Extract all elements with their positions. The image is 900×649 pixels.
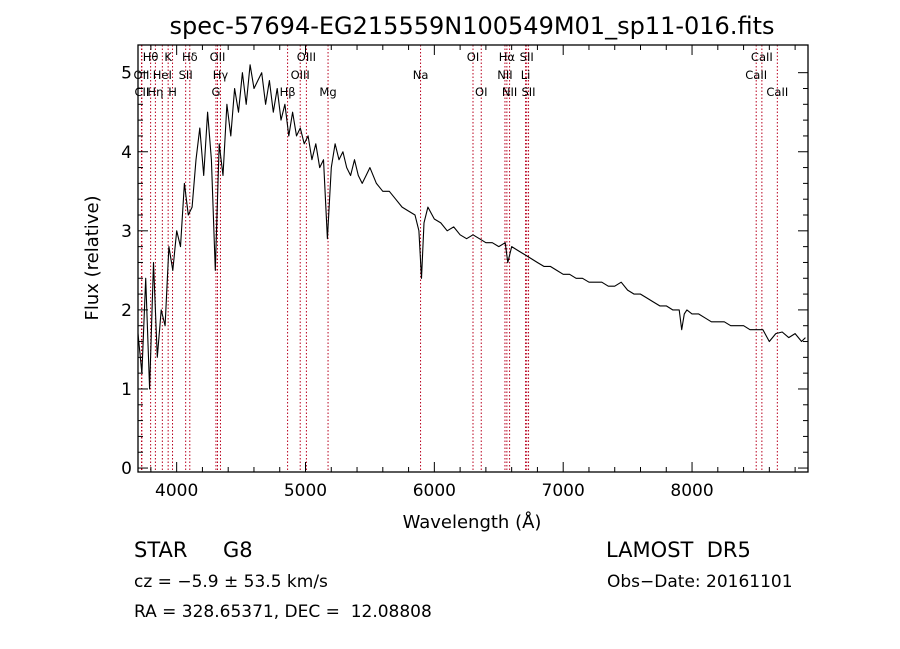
redshift-velocity-label: cz = −5.9 ± 53.5 km/s (134, 572, 328, 592)
chart-title: spec-57694-EG215559N100549M01_sp11-016.f… (170, 12, 775, 40)
line-marker-label: H (168, 85, 177, 99)
line-marker-label: SII (521, 85, 535, 99)
x-axis-label: Wavelength (Å) (403, 511, 542, 533)
coordinates-label: RA = 328.65371, DEC = 12.08808 (134, 602, 432, 622)
line-marker-label: NII (497, 68, 512, 82)
line-marker-label: Li (521, 68, 531, 82)
spectral-line-markers (140, 45, 778, 472)
y-tick-label: 0 (121, 459, 132, 479)
line-marker-label: SII (179, 68, 193, 82)
line-marker-label: OIII (297, 50, 316, 64)
line-marker-label: OI (475, 85, 487, 99)
line-marker-label: OII (134, 68, 150, 82)
plot-frame (137, 44, 809, 473)
line-marker-label: Mg (319, 85, 336, 99)
line-marker-label: CaII (745, 68, 767, 82)
line-marker-label: K (164, 50, 172, 64)
survey-label: LAMOST DR5 (606, 538, 751, 562)
x-tick-label: 8000 (670, 481, 713, 501)
y-tick-label: 4 (121, 143, 132, 163)
y-tick-label: 5 (121, 64, 132, 84)
spectrum-line (137, 64, 806, 390)
line-marker-label: OI (467, 50, 479, 64)
x-tick-label: 6000 (413, 481, 456, 501)
y-tick-label: 2 (121, 301, 132, 321)
line-marker-label: SII (520, 50, 534, 64)
x-tick-label: 5000 (284, 481, 327, 501)
x-tick-label: 4000 (155, 481, 198, 501)
line-marker-label: NII (502, 85, 517, 99)
line-marker-label: Hβ (280, 85, 296, 99)
object-class-label: STAR (134, 538, 188, 562)
y-tick-label: 1 (121, 380, 132, 400)
y-axis-label: Flux (relative) (82, 195, 103, 320)
line-marker-label: Hγ (213, 68, 229, 82)
line-marker-label: HeI (153, 68, 172, 82)
line-marker-label: OIII (291, 68, 310, 82)
line-marker-label: CaII (766, 85, 788, 99)
y-axis: 0 1 2 3 4 5 (121, 64, 808, 479)
line-marker-label: Na (413, 68, 429, 82)
line-marker-label: OII (210, 50, 226, 64)
x-tick-label: 7000 (542, 481, 585, 501)
x-axis: 4000 5000 6000 7000 8000 (150, 45, 796, 501)
subclass-label: G8 (223, 538, 253, 562)
observation-date-label: Obs−Date: 20161101 (607, 572, 793, 592)
line-marker-label: Hα (499, 50, 516, 64)
y-tick-label: 3 (121, 222, 132, 242)
line-marker-label: G (211, 85, 220, 99)
line-marker-label: Hδ (182, 50, 198, 64)
line-marker-label: Hθ (143, 50, 159, 64)
line-marker-label: CaII (751, 50, 773, 64)
line-marker-label: Hη (147, 85, 163, 99)
